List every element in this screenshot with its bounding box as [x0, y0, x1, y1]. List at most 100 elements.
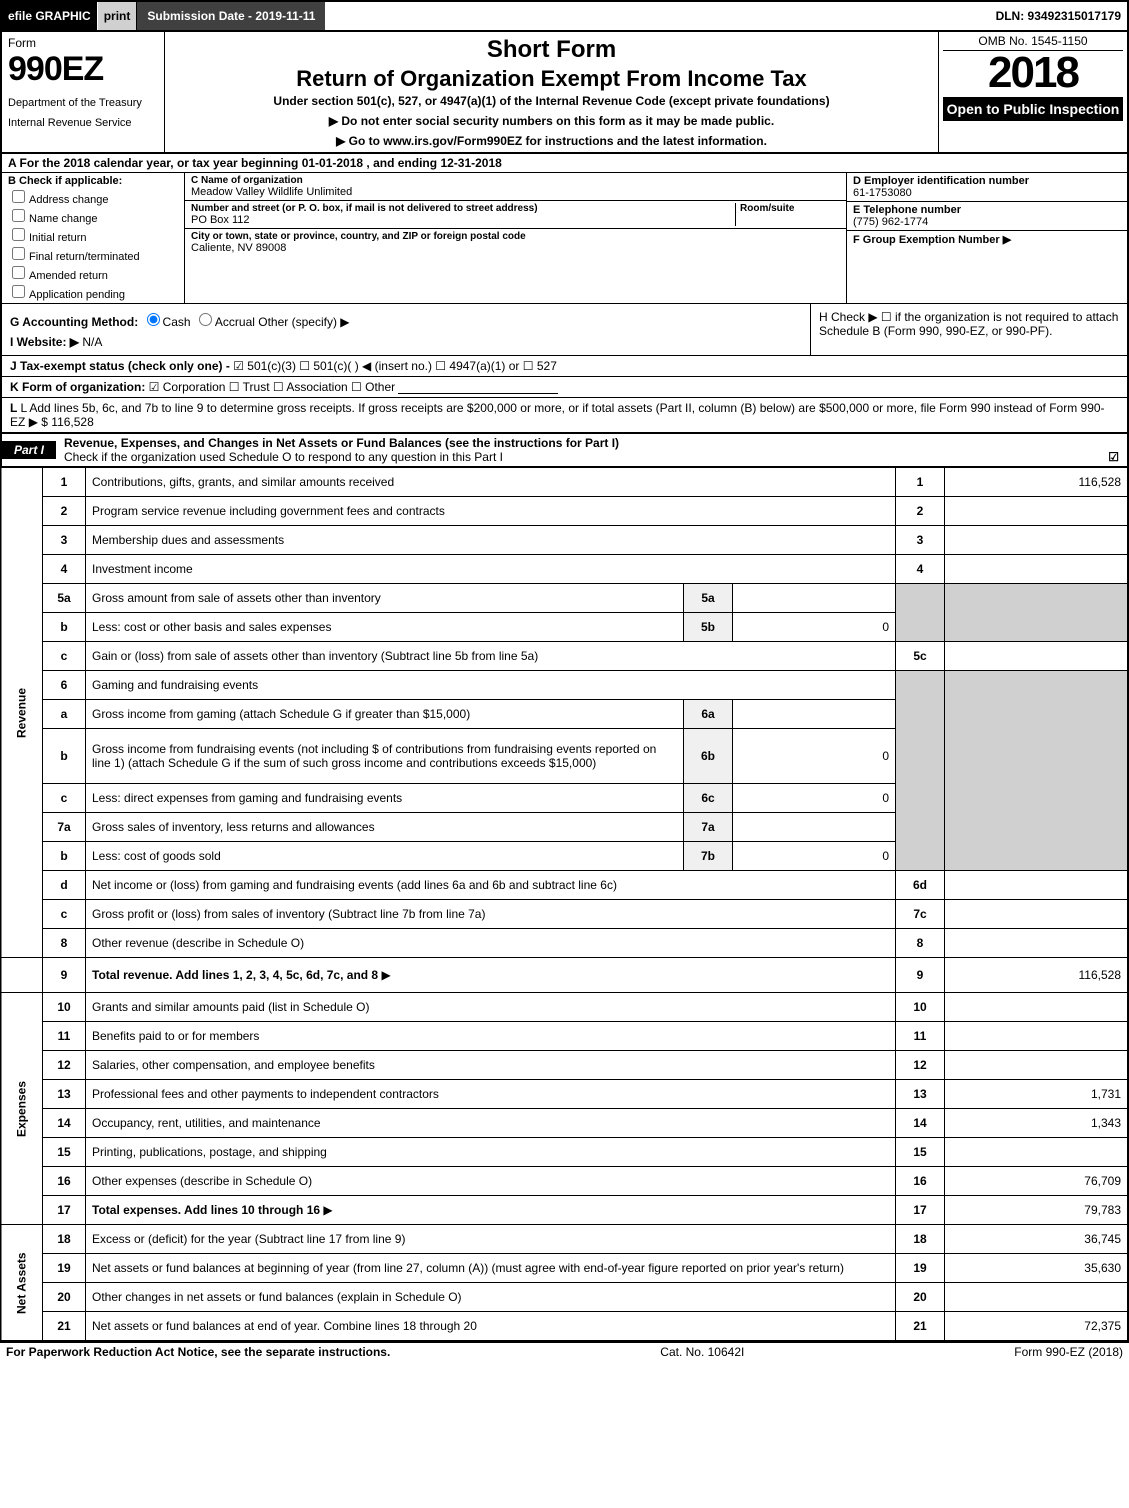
l10-code: 10 [896, 993, 945, 1022]
period-row: A For the 2018 calendar year, or tax yea… [0, 154, 1129, 173]
cb-address-change[interactable]: Address change [8, 187, 178, 206]
l2-desc: Program service revenue including govern… [92, 504, 445, 518]
l9-val: 116,528 [945, 958, 1129, 993]
l6d-desc: Net income or (loss) from gaming and fun… [92, 878, 617, 892]
l17-code: 17 [896, 1196, 945, 1225]
l7b-code: 7b [684, 842, 733, 871]
l11-desc: Benefits paid to or for members [92, 1029, 259, 1043]
block-c: C Name of organization Meadow Valley Wil… [185, 173, 847, 303]
form-word: Form [8, 36, 158, 50]
l4-code: 4 [896, 555, 945, 584]
l17-num: 17 [43, 1196, 86, 1225]
cb-amended-return[interactable]: Amended return [8, 263, 178, 282]
l19-val: 35,630 [945, 1254, 1129, 1283]
short-form-title: Short Form [173, 36, 930, 64]
radio-accrual[interactable]: Accrual [194, 315, 255, 329]
cb-app-pending[interactable]: Application pending [8, 282, 178, 301]
l3-desc: Membership dues and assessments [92, 533, 284, 547]
l6b-num: b [43, 729, 86, 784]
l5a-code: 5a [684, 584, 733, 613]
l6c-num: c [43, 784, 86, 813]
ein-label: D Employer identification number [853, 175, 1121, 187]
ein-value: 61-1753080 [853, 187, 1121, 199]
l7b-num: b [43, 842, 86, 871]
block-def: D Employer identification number 61-1753… [847, 173, 1127, 303]
irs-label: Internal Revenue Service [8, 117, 158, 129]
city-value: Caliente, NV 89008 [191, 242, 840, 254]
formorg-other-fill[interactable] [398, 381, 558, 394]
l4-val [945, 555, 1129, 584]
dln-label: DLN: 93492315017179 [990, 2, 1127, 30]
l6a-val [733, 700, 896, 729]
no-ssn-note: ▶ Do not enter social security numbers o… [173, 114, 930, 128]
l18-val: 36,745 [945, 1225, 1129, 1254]
website-value: N/A [82, 335, 102, 349]
cb-initial-return[interactable]: Initial return [8, 225, 178, 244]
cb-final-return[interactable]: Final return/terminated [8, 244, 178, 263]
l7a-desc: Gross sales of inventory, less returns a… [92, 820, 375, 834]
l2-code: 2 [896, 497, 945, 526]
goto-link[interactable]: ▶ Go to www.irs.gov/Form990EZ for instru… [173, 134, 930, 148]
l7b-val: 0 [733, 842, 896, 871]
l10-num: 10 [43, 993, 86, 1022]
l9-desc: Total revenue. Add lines 1, 2, 3, 4, 5c,… [92, 968, 378, 982]
l16-val: 76,709 [945, 1167, 1129, 1196]
page-footer: For Paperwork Reduction Act Notice, see … [0, 1341, 1129, 1361]
l20-num: 20 [43, 1283, 86, 1312]
l12-val [945, 1051, 1129, 1080]
row-gh: G Accounting Method: Cash Accrual Other … [0, 304, 1129, 356]
cb-name-change[interactable]: Name change [8, 206, 178, 225]
row-l-arrow: ▶ $ [29, 415, 48, 429]
l6d-val [945, 871, 1129, 900]
footer-right: Form 990-EZ (2018) [1014, 1345, 1123, 1359]
l14-num: 14 [43, 1109, 86, 1138]
l14-code: 14 [896, 1109, 945, 1138]
l5c-code: 5c [896, 642, 945, 671]
l10-val [945, 993, 1129, 1022]
l16-code: 16 [896, 1167, 945, 1196]
l8-val [945, 929, 1129, 958]
l11-code: 11 [896, 1022, 945, 1051]
print-button[interactable]: print [98, 2, 138, 30]
l7c-desc: Gross profit or (loss) from sales of inv… [92, 907, 485, 921]
l8-code: 8 [896, 929, 945, 958]
l20-code: 20 [896, 1283, 945, 1312]
l18-num: 18 [43, 1225, 86, 1254]
l16-num: 16 [43, 1167, 86, 1196]
period-prefix: A For the 2018 calendar year, or tax yea… [8, 156, 298, 170]
l14-val: 1,343 [945, 1109, 1129, 1138]
return-title: Return of Organization Exempt From Incom… [173, 66, 930, 92]
l6d-num: d [43, 871, 86, 900]
row-h: H Check ▶ ☐ if the organization is not r… [810, 304, 1127, 355]
side-netassets: Net Assets [1, 1225, 43, 1341]
under-section: Under section 501(c), 527, or 4947(a)(1)… [173, 94, 930, 108]
l19-code: 19 [896, 1254, 945, 1283]
l3-code: 3 [896, 526, 945, 555]
identity-grid: B Check if applicable: Address change Na… [0, 173, 1129, 304]
l19-num: 19 [43, 1254, 86, 1283]
open-public-badge: Open to Public Inspection [943, 97, 1123, 121]
l13-val: 1,731 [945, 1080, 1129, 1109]
l6a-num: a [43, 700, 86, 729]
row-l: L L Add lines 5b, 6c, and 7b to line 9 t… [0, 398, 1129, 433]
tel-label: E Telephone number [853, 204, 1121, 216]
l15-desc: Printing, publications, postage, and shi… [92, 1145, 327, 1159]
radio-cash[interactable]: Cash [142, 315, 191, 329]
part1-check-line: Check if the organization used Schedule … [64, 450, 503, 464]
l4-num: 4 [43, 555, 86, 584]
l11-val [945, 1022, 1129, 1051]
top-bar: efile GRAPHIC print Submission Date - 20… [0, 0, 1129, 32]
side-revenue: Revenue [1, 468, 43, 958]
part1-title: Revenue, Expenses, and Changes in Net As… [64, 436, 619, 450]
period-end: 12-31-2018 [440, 156, 501, 170]
l21-num: 21 [43, 1312, 86, 1341]
l9-num: 9 [43, 958, 86, 993]
tel-value: (775) 962-1774 [853, 216, 1121, 228]
addr-value: PO Box 112 [191, 214, 735, 226]
l5c-num: c [43, 642, 86, 671]
l5c-val [945, 642, 1129, 671]
l16-desc: Other expenses (describe in Schedule O) [92, 1174, 312, 1188]
l15-code: 15 [896, 1138, 945, 1167]
l13-code: 13 [896, 1080, 945, 1109]
lines-table: Revenue 1 Contributions, gifts, grants, … [0, 467, 1129, 1341]
